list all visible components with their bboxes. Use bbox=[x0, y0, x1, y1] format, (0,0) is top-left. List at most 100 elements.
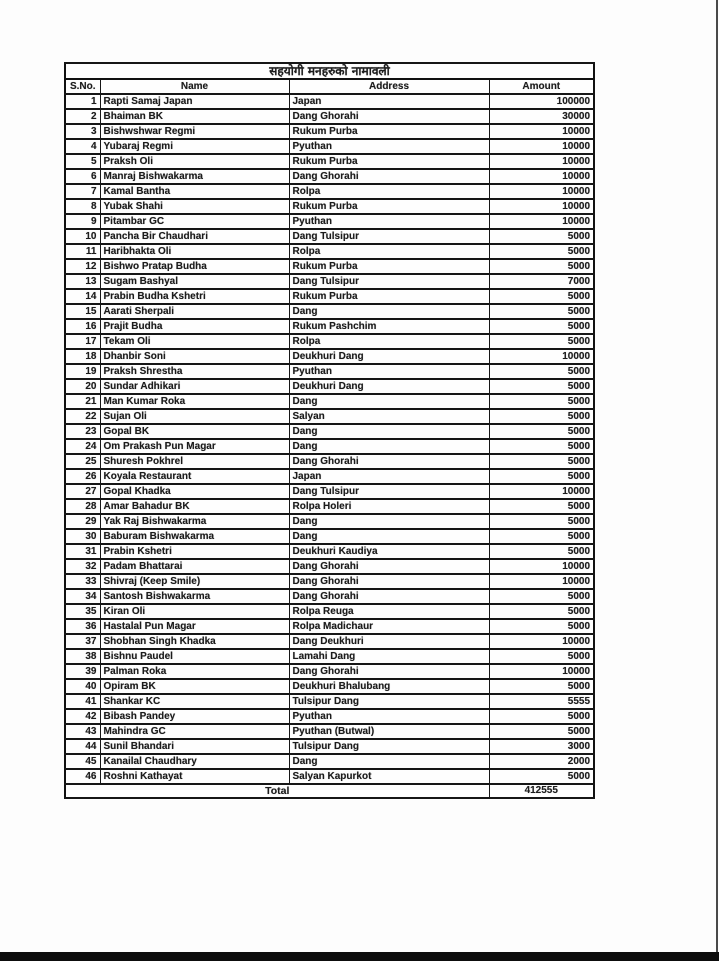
table-row: 18 Dhanbir Soni Deukhuri Dang 10000 bbox=[64, 348, 595, 365]
table-row: 23 Gopal BK Dang 5000 bbox=[64, 423, 595, 440]
cell-serial-number: 9 bbox=[64, 213, 101, 230]
cell-address: Dang Ghorahi bbox=[288, 663, 490, 680]
table-row: 8 Yubak Shahi Rukum Purba 10000 bbox=[64, 198, 595, 215]
total-value: 412555 bbox=[488, 783, 595, 799]
cell-serial-number: 17 bbox=[64, 333, 101, 350]
cell-serial-number: 38 bbox=[64, 648, 101, 665]
cell-amount: 10000 bbox=[488, 573, 595, 590]
cell-name: Roshni Kathayat bbox=[99, 768, 290, 785]
cell-name: Kiran Oli bbox=[99, 603, 290, 620]
cell-name: Prabin Kshetri bbox=[99, 543, 290, 560]
table-row: 32 Padam Bhattarai Dang Ghorahi 10000 bbox=[64, 558, 595, 575]
cell-serial-number: 46 bbox=[64, 768, 101, 785]
cell-name: Gopal BK bbox=[99, 423, 290, 440]
column-header-address: Address bbox=[288, 78, 490, 95]
cell-address: Rolpa bbox=[288, 243, 490, 260]
cell-serial-number: 43 bbox=[64, 723, 101, 740]
cell-address: Japan bbox=[288, 468, 490, 485]
table-row: 26 Koyala Restaurant Japan 5000 bbox=[64, 468, 595, 485]
cell-name: Shivraj (Keep Smile) bbox=[99, 573, 290, 590]
cell-name: Bhaiman BK bbox=[99, 108, 290, 125]
cell-address: Deukhuri Bhalubang bbox=[288, 678, 490, 695]
cell-name: Shankar KC bbox=[99, 693, 290, 710]
cell-serial-number: 31 bbox=[64, 543, 101, 560]
cell-amount: 5000 bbox=[488, 453, 595, 470]
table-row: 29 Yak Raj Bishwakarma Dang 5000 bbox=[64, 513, 595, 530]
cell-address: Deukhuri Dang bbox=[288, 378, 490, 395]
cell-serial-number: 16 bbox=[64, 318, 101, 335]
cell-name: Haribhakta Oli bbox=[99, 243, 290, 260]
cell-name: Mahindra GC bbox=[99, 723, 290, 740]
cell-address: Dang Tulsipur bbox=[288, 228, 490, 245]
cell-serial-number: 42 bbox=[64, 708, 101, 725]
cell-serial-number: 19 bbox=[64, 363, 101, 380]
table-row: 22 Sujan Oli Salyan 5000 bbox=[64, 408, 595, 425]
cell-name: Kanailal Chaudhary bbox=[99, 753, 290, 770]
table-row: 24 Om Prakash Pun Magar Dang 5000 bbox=[64, 438, 595, 455]
cell-name: Bishnu Paudel bbox=[99, 648, 290, 665]
cell-address: Dang bbox=[288, 303, 490, 320]
cell-name: Bishwshwar Regmi bbox=[99, 123, 290, 140]
cell-amount: 5000 bbox=[488, 423, 595, 440]
cell-amount: 10000 bbox=[488, 348, 595, 365]
cell-name: Amar Bahadur BK bbox=[99, 498, 290, 515]
cell-address: Salyan bbox=[288, 408, 490, 425]
table-row: 13 Sugam Bashyal Dang Tulsipur 7000 bbox=[64, 273, 595, 290]
cell-serial-number: 39 bbox=[64, 663, 101, 680]
cell-serial-number: 1 bbox=[64, 93, 101, 110]
cell-serial-number: 6 bbox=[64, 168, 101, 185]
cell-address: Dang bbox=[288, 438, 490, 455]
cell-serial-number: 13 bbox=[64, 273, 101, 290]
cell-amount: 10000 bbox=[488, 213, 595, 230]
table-row: 10 Pancha Bir Chaudhari Dang Tulsipur 50… bbox=[64, 228, 595, 245]
cell-serial-number: 28 bbox=[64, 498, 101, 515]
cell-name: Tekam Oli bbox=[99, 333, 290, 350]
table-row: 21 Man Kumar Roka Dang 5000 bbox=[64, 393, 595, 410]
cell-address: Dang bbox=[288, 423, 490, 440]
table-row: 28 Amar Bahadur BK Rolpa Holeri 5000 bbox=[64, 498, 595, 515]
cell-name: Shobhan Singh Khadka bbox=[99, 633, 290, 650]
table-row: 27 Gopal Khadka Dang Tulsipur 10000 bbox=[64, 483, 595, 500]
cell-name: Gopal Khadka bbox=[99, 483, 290, 500]
cell-amount: 5000 bbox=[488, 678, 595, 695]
cell-address: Rolpa Holeri bbox=[288, 498, 490, 515]
cell-serial-number: 21 bbox=[64, 393, 101, 410]
cell-serial-number: 29 bbox=[64, 513, 101, 530]
donor-list-table: सहयोगी मनहरुको नामावली S.No. Name Addres… bbox=[64, 62, 596, 799]
cell-address: Dang bbox=[288, 528, 490, 545]
cell-amount: 5000 bbox=[488, 378, 595, 395]
cell-amount: 2000 bbox=[488, 753, 595, 770]
cell-address: Dang Ghorahi bbox=[288, 453, 490, 470]
cell-serial-number: 10 bbox=[64, 228, 101, 245]
table-row: 6 Manraj Bishwakarma Dang Ghorahi 10000 bbox=[64, 168, 595, 185]
cell-amount: 5000 bbox=[488, 468, 595, 485]
cell-amount: 5000 bbox=[488, 303, 595, 320]
table-title-row: सहयोगी मनहरुको नामावली bbox=[64, 62, 595, 80]
cell-amount: 5000 bbox=[488, 258, 595, 275]
cell-address: Pyuthan (Butwal) bbox=[288, 723, 490, 740]
cell-amount: 5000 bbox=[488, 768, 595, 785]
cell-address: Dang Ghorahi bbox=[288, 558, 490, 575]
table-row: 25 Shuresh Pokhrel Dang Ghorahi 5000 bbox=[64, 453, 595, 470]
cell-name: Baburam Bishwakarma bbox=[99, 528, 290, 545]
cell-name: Praksh Shrestha bbox=[99, 363, 290, 380]
cell-address: Rolpa Madichaur bbox=[288, 618, 490, 635]
cell-amount: 10000 bbox=[488, 483, 595, 500]
cell-name: Sunil Bhandari bbox=[99, 738, 290, 755]
cell-name: Sujan Oli bbox=[99, 408, 290, 425]
cell-address: Pyuthan bbox=[288, 138, 490, 155]
cell-amount: 5000 bbox=[488, 408, 595, 425]
table-row: 3 Bishwshwar Regmi Rukum Purba 10000 bbox=[64, 123, 595, 140]
cell-name: Pitambar GC bbox=[99, 213, 290, 230]
cell-address: Pyuthan bbox=[288, 708, 490, 725]
cell-amount: 5000 bbox=[488, 603, 595, 620]
cell-address: Japan bbox=[288, 93, 490, 110]
cell-amount: 5000 bbox=[488, 318, 595, 335]
table-row: 20 Sundar Adhikari Deukhuri Dang 5000 bbox=[64, 378, 595, 395]
table-row: 31 Prabin Kshetri Deukhuri Kaudiya 5000 bbox=[64, 543, 595, 560]
cell-name: Manraj Bishwakarma bbox=[99, 168, 290, 185]
cell-amount: 10000 bbox=[488, 183, 595, 200]
cell-address: Pyuthan bbox=[288, 213, 490, 230]
table-row: 9 Pitambar GC Pyuthan 10000 bbox=[64, 213, 595, 230]
scan-bottom-bar bbox=[0, 952, 719, 961]
